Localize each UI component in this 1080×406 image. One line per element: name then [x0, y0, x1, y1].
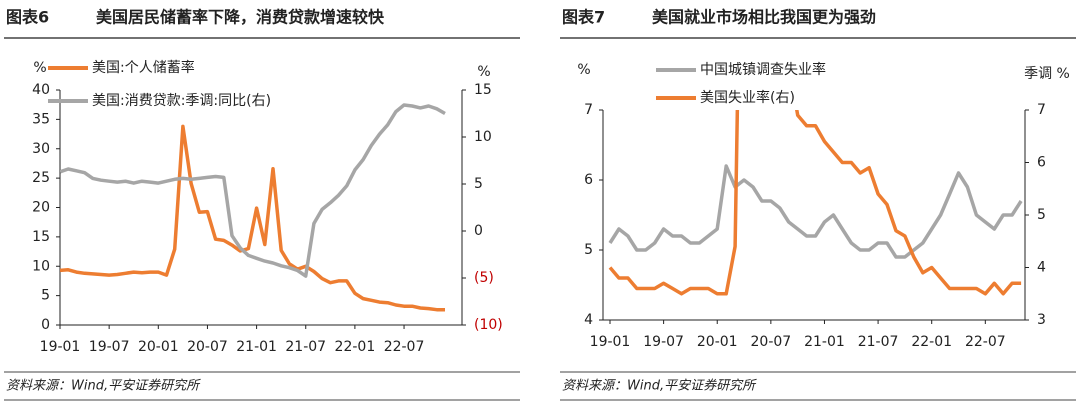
x-tick-label: 22-07 [384, 339, 425, 355]
series-line [608, 110, 1022, 296]
y-tick-label: 25 [32, 170, 50, 186]
y2-unit: % [477, 64, 490, 80]
y2-tick-label: 15 [474, 82, 492, 98]
x-tick-label: 19-07 [643, 334, 684, 350]
y-tick-label: 20 [32, 200, 50, 216]
chart-title: 美国就业市场相比我国更为强劲 [652, 8, 876, 27]
x-tick-label: 19-01 [40, 339, 81, 355]
y-tick-label: 5 [584, 242, 593, 258]
x-tick-label: 22-01 [335, 339, 376, 355]
y-tick-label: 30 [32, 141, 50, 157]
chart-title: 美国居民储蓄率下降，消费贷款增速较快 [96, 8, 385, 27]
x-tick-label: 19-01 [590, 334, 631, 350]
x-tick-label: 20-07 [751, 334, 792, 350]
series-line [608, 164, 1023, 259]
figure-label: 图表7 [562, 8, 605, 27]
x-tick-label: 20-07 [187, 339, 228, 355]
x-tick-label: 22-01 [911, 334, 952, 350]
x-tick-label: 19-07 [89, 339, 130, 355]
figure-label: 图表6 [6, 8, 49, 27]
x-tick-label: 21-07 [285, 339, 326, 355]
y-tick-label: 4 [584, 312, 593, 328]
y2-tick-label: 3 [1037, 312, 1046, 328]
x-tick-label: 22-07 [965, 334, 1006, 350]
y-tick-label: 40 [32, 82, 50, 98]
legend-label: 美国:消费贷款:季调:同比(右) [92, 93, 271, 109]
y-tick-label: 7 [584, 102, 593, 118]
y2-unit: 季调 % [1024, 66, 1070, 82]
y-tick-label: 15 [32, 229, 50, 245]
y2-tick-label: 6 [1037, 155, 1046, 171]
x-tick-label: 20-01 [138, 339, 179, 355]
y-unit: % [33, 60, 46, 76]
y-unit: % [577, 62, 590, 78]
series-line [60, 103, 446, 278]
x-tick-label: 21-07 [858, 334, 899, 350]
y-tick-label: 10 [32, 258, 50, 274]
x-tick-label: 21-01 [804, 334, 845, 350]
legend-label: 美国失业率(右) [700, 89, 795, 106]
y2-tick-label: 10 [474, 129, 492, 145]
y-tick-label: 5 [41, 288, 50, 304]
y2-tick-label: (5) [474, 270, 494, 286]
y-tick-label: 0 [41, 317, 50, 333]
y2-tick-label: 0 [474, 223, 483, 239]
x-tick-label: 20-01 [697, 334, 738, 350]
y-tick-label: 35 [32, 111, 50, 127]
legend-label: 美国:个人储蓄率 [92, 59, 195, 76]
y2-tick-label: 5 [1037, 207, 1046, 223]
y2-tick-label: 5 [474, 176, 483, 192]
y2-tick-label: 4 [1037, 260, 1046, 276]
source-note: 资料来源：Wind,平安证券研究所 [6, 378, 201, 394]
x-tick-label: 21-01 [236, 339, 277, 355]
y2-tick-label: 7 [1037, 102, 1046, 118]
series-line [60, 124, 445, 312]
y2-tick-label: (10) [474, 317, 503, 333]
source-note: 资料来源：Wind,平安证券研究所 [562, 378, 757, 394]
legend-label: 中国城镇调查失业率 [700, 61, 826, 78]
y-tick-label: 6 [584, 172, 593, 188]
